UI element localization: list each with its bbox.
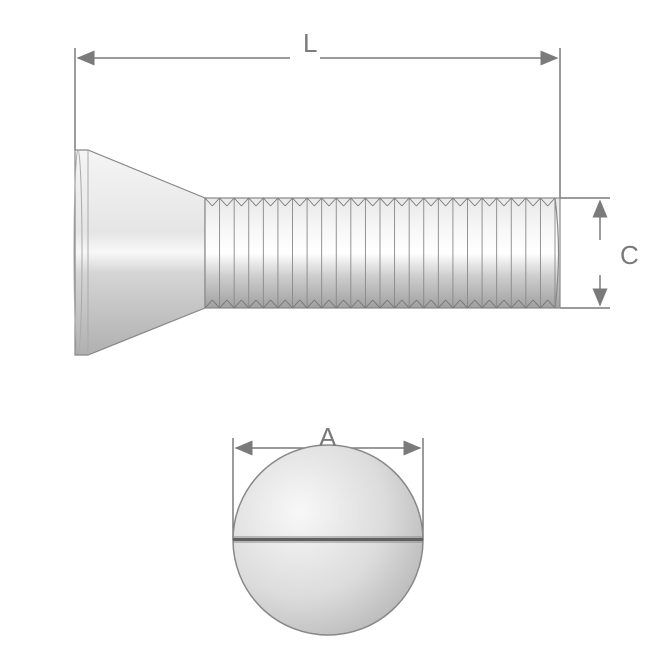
screw-side-view: [74, 150, 560, 355]
screw-top-view: [233, 445, 423, 635]
label-L: L: [303, 28, 317, 59]
label-A: A: [319, 422, 336, 453]
label-C: C: [620, 240, 639, 271]
dimension-C: [560, 198, 610, 308]
technical-diagram: L C A: [0, 0, 670, 670]
diagram-svg: [0, 0, 670, 670]
